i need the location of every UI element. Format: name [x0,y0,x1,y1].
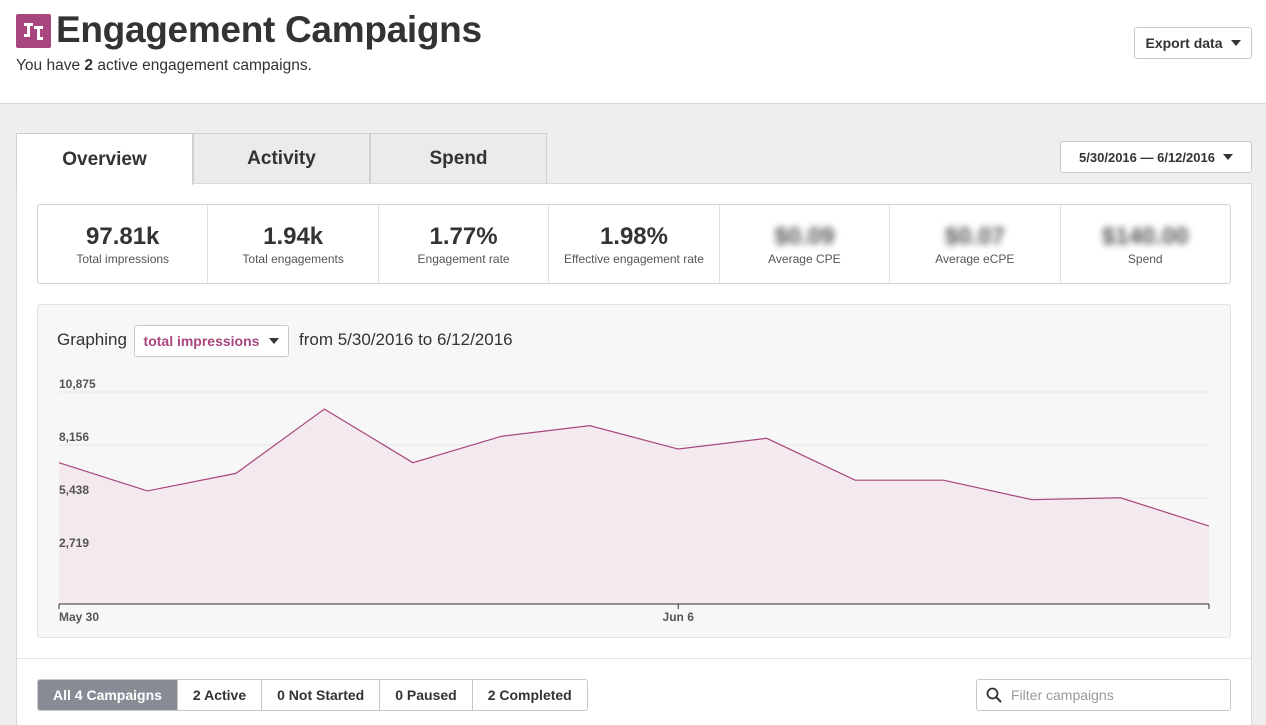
stat-value: $0.09 [774,223,835,250]
y-tick-label: 10,875 [59,377,96,391]
active-campaign-count: 2 [84,57,94,74]
export-data-label: Export data [1145,35,1223,51]
tab-spend[interactable]: Spend [370,133,547,184]
stat-effective-engagement-rate: 1.98% Effective engagement rate [549,205,720,283]
graph-metric-select[interactable]: total impressions [134,325,289,357]
filter-all-campaigns[interactable]: All 4 Campaigns [38,680,178,710]
divider [16,658,1252,659]
x-tick-label: Jun 6 [663,610,695,624]
stat-value: $140.00 [1101,223,1189,250]
x-tick-label: May 30 [59,610,99,624]
graph-metric-value: total impressions [143,333,260,349]
page-title: Engagement Campaigns [56,9,482,50]
export-data-button[interactable]: Export data [1134,27,1252,59]
graph-range-text: from 5/30/2016 to 6/12/2016 [299,330,513,349]
tab-activity[interactable]: Activity [193,133,370,184]
tab-overview[interactable]: Overview [16,133,193,185]
filter-campaigns-search [976,679,1231,711]
y-tick-label: 2,719 [59,536,89,550]
stat-label: Engagement rate [417,252,510,266]
stat-label: Total engagements [242,252,344,266]
series-area [59,409,1209,604]
date-range-picker[interactable]: 5/30/2016 — 6/12/2016 [1060,141,1252,173]
stat-label: Average eCPE [935,252,1015,266]
campaign-status-filter: All 4 Campaigns 2 Active 0 Not Started 0… [37,679,588,711]
date-range-label: 5/30/2016 — 6/12/2016 [1079,149,1215,165]
chevron-down-icon [269,338,280,344]
filter-not-started[interactable]: 0 Not Started [262,680,381,710]
stat-average-ecpe: $0.07 Average eCPE [890,205,1061,283]
stat-value: 1.77% [429,223,498,250]
stat-label: Spend [1127,252,1163,266]
search-input[interactable] [1011,687,1221,703]
stat-label: Effective engagement rate [564,252,704,266]
stat-spend: $140.00 Spend [1061,205,1230,283]
stat-engagement-rate: 1.77% Engagement rate [379,205,550,283]
series-line [58,408,1210,527]
stat-value: 1.94k [263,223,324,250]
stat-total-impressions: 97.81k Total impressions [38,205,209,283]
campaign-pin-icon [16,14,51,48]
stat-value: 1.98% [599,223,668,250]
y-tick-label: 5,438 [59,483,89,497]
search-icon [977,687,1011,703]
stat-value: 97.81k [86,223,160,250]
stats-summary: 97.81k Total impressions 1.94k Total eng… [37,204,1231,284]
filter-active[interactable]: 2 Active [177,680,263,710]
filter-paused[interactable]: 0 Paused [380,680,473,710]
stat-average-cpe: $0.09 Average CPE [720,205,891,283]
graphing-label: Graphing [57,330,127,349]
page-header: Engagement Campaigns You have 2 active e… [0,0,1266,104]
filter-completed[interactable]: 2 Completed [472,680,587,710]
stat-value: $0.07 [944,223,1005,250]
chevron-down-icon [1230,40,1241,46]
page-subtitle: You have 2 active engagement campaigns. [16,57,312,74]
chevron-down-icon [1222,154,1233,160]
stat-label: Average CPE [768,252,841,266]
stat-total-engagements: 1.94k Total engagements [208,205,379,283]
y-tick-label: 8,156 [59,430,89,444]
stat-label: Total impressions [76,252,170,266]
